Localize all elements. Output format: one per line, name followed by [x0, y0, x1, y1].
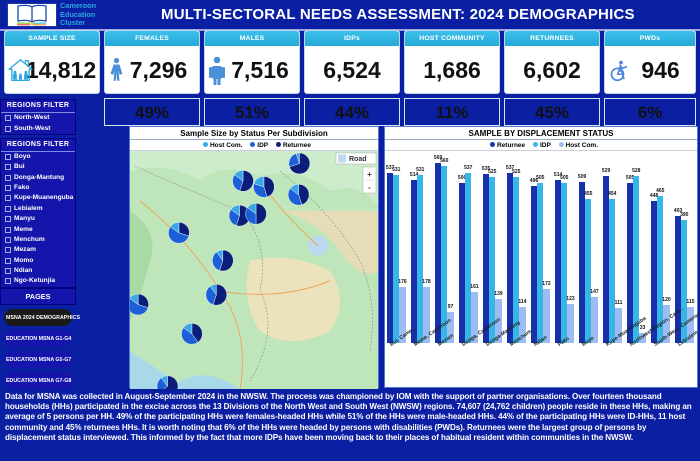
- svg-text:+: +: [367, 170, 372, 179]
- svg-text:-: -: [368, 183, 371, 192]
- svg-text:Road: Road: [349, 156, 367, 163]
